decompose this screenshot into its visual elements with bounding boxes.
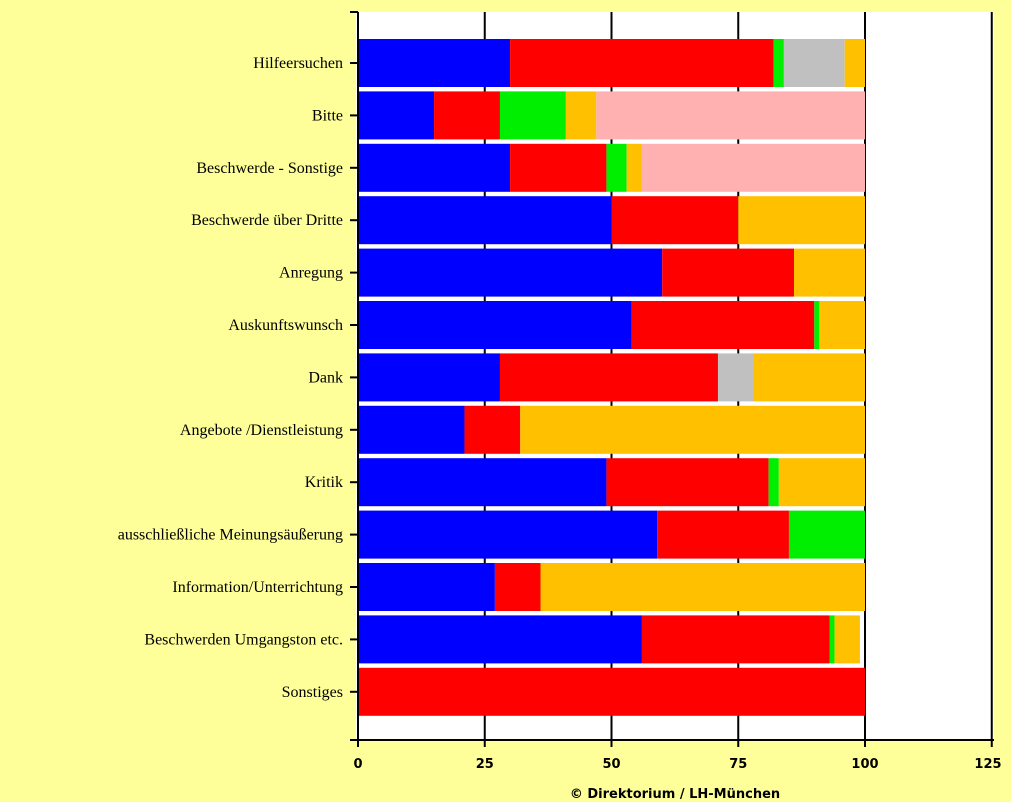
category-label: ausschließliche Meinungsäußerung — [118, 527, 343, 544]
bar-segment — [829, 615, 835, 664]
bar-segment — [844, 39, 865, 87]
bar-segment — [626, 143, 642, 192]
x-tick-label: 100 — [851, 757, 878, 772]
bar-segment — [606, 458, 769, 507]
bar-segment — [358, 405, 465, 454]
bar-segment — [606, 143, 627, 192]
bar-segment — [358, 353, 500, 402]
bar-segment — [510, 39, 774, 87]
bar-segment — [662, 248, 795, 297]
bar-segment — [773, 39, 784, 87]
bar-segment — [778, 458, 865, 507]
bar-segment — [434, 91, 500, 140]
bar-segment — [641, 143, 865, 192]
bar-segment — [358, 667, 865, 716]
x-tick-label: 0 — [353, 757, 362, 772]
bar-segment — [358, 458, 607, 507]
bar-segment — [783, 39, 845, 87]
bar-segment — [794, 248, 865, 297]
bar-segment — [788, 510, 865, 559]
bar-segment — [358, 91, 435, 140]
category-label: Hilfeersuchen — [253, 55, 343, 72]
category-label: Information/Unterrichtung — [172, 579, 343, 596]
bar-segment — [494, 563, 541, 611]
bar-segment — [540, 563, 865, 611]
tick-labels: 0 25 50 75 100 125 — [353, 757, 1001, 772]
bar-segment — [510, 143, 607, 192]
bar-segment — [834, 615, 860, 664]
bar-segment — [596, 91, 865, 140]
x-tick-label: 75 — [729, 757, 747, 772]
bars — [358, 39, 865, 716]
category-label: Kritik — [305, 474, 343, 491]
category-labels: Hilfeersuchen Bitte Beschwerde - Sonstige B… — [118, 55, 343, 701]
category-label: Beschwerden Umgangston etc. — [144, 631, 343, 648]
x-tick-label: 125 — [974, 757, 1001, 772]
bar-segment — [358, 248, 663, 297]
bar-segment — [358, 510, 658, 559]
bar-segment — [631, 301, 815, 349]
bar-segment — [358, 196, 612, 245]
bar-segment — [814, 301, 820, 349]
bar-segment — [464, 405, 521, 454]
category-label: Angebote /Dienstleistung — [180, 422, 343, 439]
category-label: Dank — [308, 369, 343, 386]
bar-segment — [499, 353, 718, 402]
category-label: Anregung — [279, 265, 343, 282]
category-label: Auskunftswunsch — [228, 317, 343, 334]
bar-segment — [717, 353, 754, 402]
bar-segment — [738, 196, 865, 245]
axes — [350, 11, 994, 747]
bar-segment — [358, 301, 632, 349]
category-label: Beschwerde - Sonstige — [196, 160, 343, 177]
bar-segment — [358, 615, 642, 664]
bar-segment — [753, 353, 865, 402]
bar-segment — [565, 91, 597, 140]
bar-segment — [520, 405, 865, 454]
bar-segment — [358, 143, 511, 192]
bar-segment — [819, 301, 865, 349]
category-label: Beschwerde über Dritte — [191, 212, 343, 229]
x-tick-label: 25 — [476, 757, 494, 772]
bar-segment — [358, 39, 511, 87]
bar-segment — [641, 615, 830, 664]
bar-segment — [768, 458, 779, 507]
category-label: Sonstiges — [282, 684, 343, 701]
copyright-footer: © Direktorium / LH-München — [570, 787, 780, 802]
x-tick-label: 50 — [602, 757, 620, 772]
bar-segment — [657, 510, 789, 559]
bar-segment — [499, 91, 566, 140]
bar-segment — [358, 563, 495, 611]
bar-segment — [611, 196, 739, 245]
category-label: Bitte — [312, 107, 343, 124]
